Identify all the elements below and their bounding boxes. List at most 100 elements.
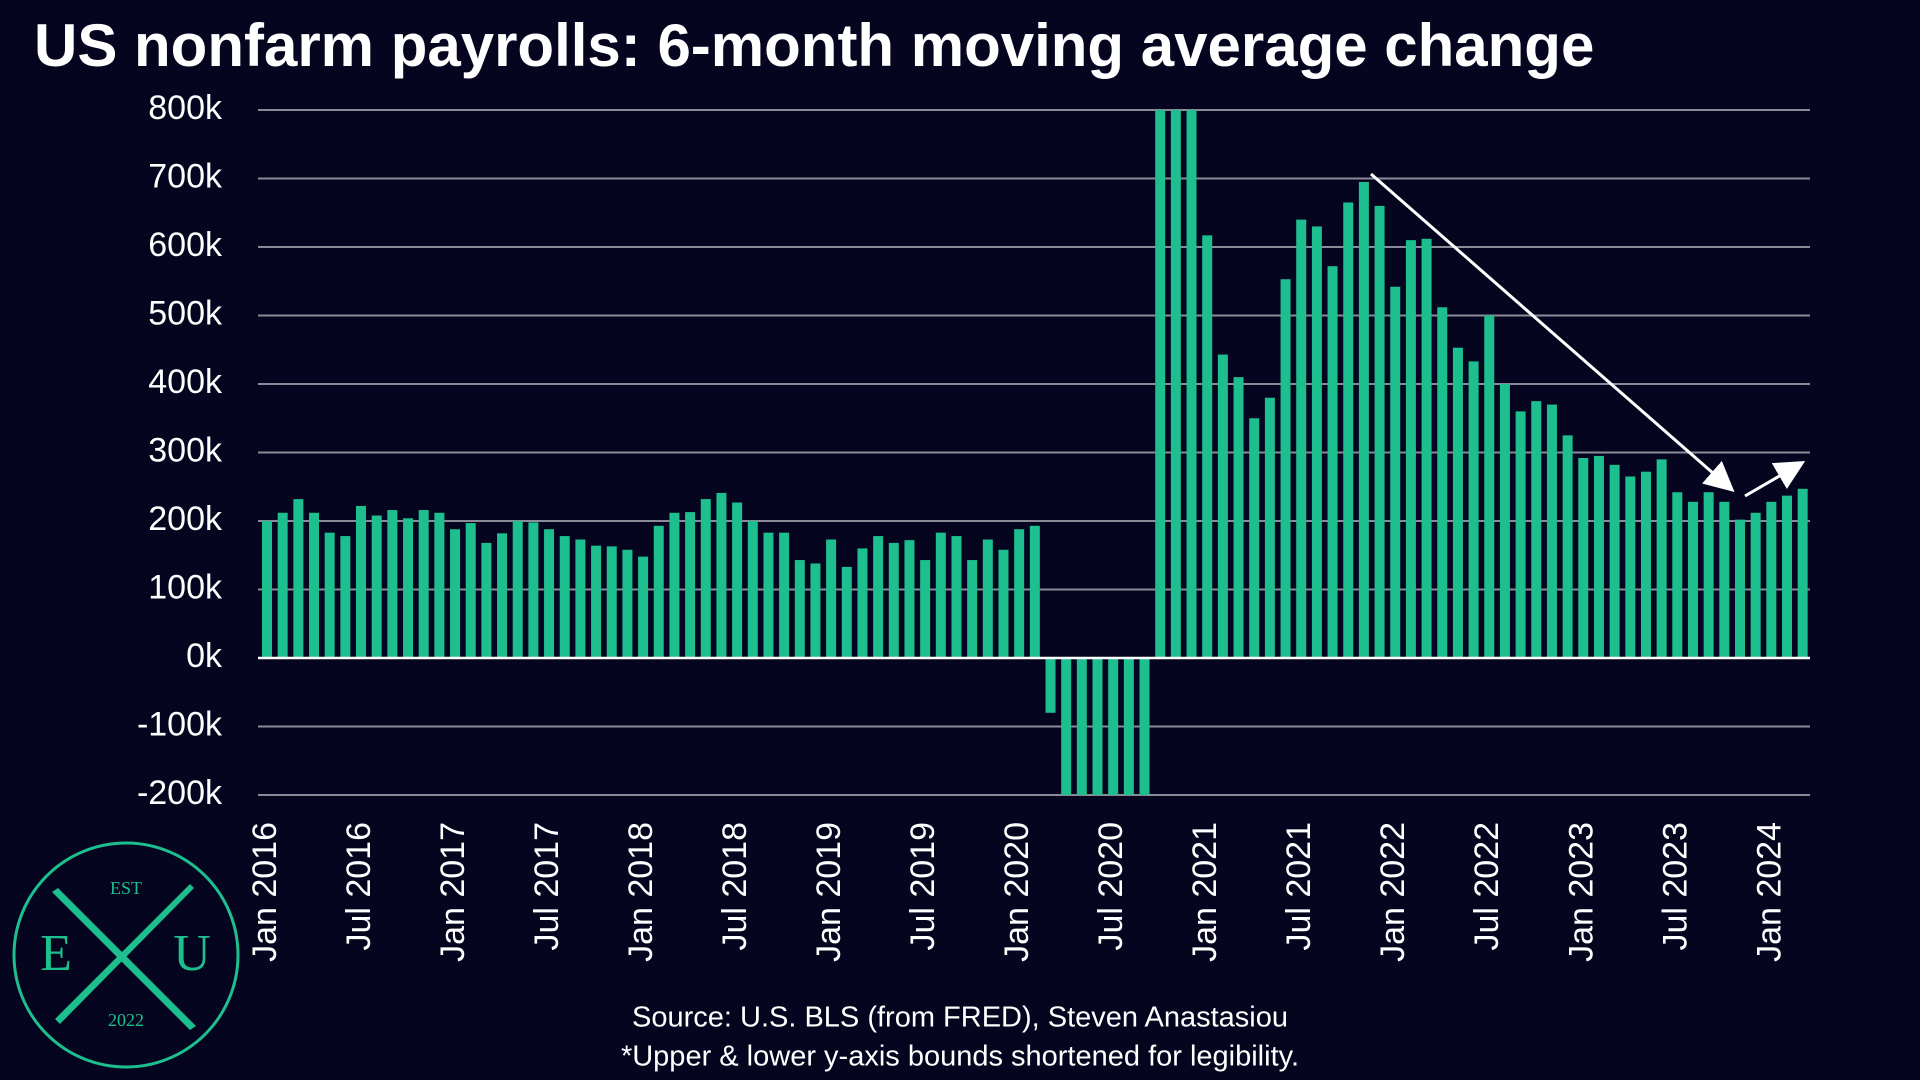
bar (1781, 495, 1792, 658)
bar (841, 566, 852, 658)
y-tick-label: 0k (186, 637, 223, 675)
bar (810, 563, 821, 658)
bar (356, 505, 367, 658)
bar (1531, 401, 1542, 658)
bar (262, 521, 272, 658)
bar (1014, 529, 1025, 658)
bar (1123, 658, 1134, 795)
y-tick-label: 700k (148, 157, 223, 195)
logo-cross (52, 884, 196, 1030)
x-tick-label: Jan 2017 (434, 822, 472, 962)
x-tick-label: Jan 2023 (1562, 822, 1600, 962)
bar (293, 499, 304, 658)
bar (1296, 219, 1307, 658)
bar (1578, 457, 1589, 658)
bar (371, 515, 382, 658)
bar (1437, 307, 1448, 658)
bar (1202, 235, 1213, 659)
bar (1656, 459, 1667, 658)
bar (700, 499, 711, 658)
y-tick-label: 800k (148, 89, 223, 127)
bar (1045, 658, 1056, 713)
plot: -200k -100k 0k 100k 200k 300k 400k 500k 600k 700k… (137, 89, 1810, 962)
x-tick-label: Jul 2020 (1092, 822, 1130, 951)
y-tick-label: 300k (148, 431, 223, 469)
bar (340, 536, 351, 658)
bar (591, 545, 602, 658)
bar (1217, 354, 1228, 658)
bar (1687, 501, 1698, 658)
bar (1061, 658, 1072, 795)
bar (1405, 240, 1416, 658)
bar (1609, 464, 1620, 658)
logo-text: U (173, 925, 211, 982)
source: Source: U.S. BLS (from FRED), Steven Ana… (632, 1002, 1288, 1034)
bar (465, 523, 476, 658)
bar (982, 539, 993, 658)
bar (951, 536, 962, 658)
bar (528, 522, 539, 658)
bar (324, 532, 335, 658)
bar (1233, 377, 1244, 658)
x-tick-label: Jan 2022 (1374, 822, 1412, 962)
bar (1562, 435, 1573, 658)
x-tick-label: Jan 2016 (246, 822, 284, 962)
bar (434, 512, 445, 658)
bar (450, 529, 461, 658)
logo: EST E U 2022 (12, 841, 240, 1069)
y-tick-label: 100k (148, 568, 223, 606)
bar (998, 549, 1009, 658)
bar (1515, 411, 1526, 658)
bar (1108, 658, 1119, 795)
bar (1076, 658, 1087, 795)
bar (559, 536, 570, 658)
logo-ring (12, 841, 240, 1069)
bar (1311, 226, 1322, 658)
bar (967, 560, 978, 658)
bar (1421, 238, 1432, 658)
bar (1734, 519, 1745, 658)
bar (1546, 404, 1557, 658)
bar (1766, 501, 1777, 658)
bar (1593, 455, 1604, 658)
bar (575, 539, 586, 658)
bar (1672, 492, 1683, 658)
bar (1719, 501, 1730, 658)
bar (1327, 266, 1338, 658)
x-tick-label: Jul 2017 (528, 822, 566, 951)
trend-arrow (1370, 172, 1735, 492)
bar (622, 549, 633, 658)
bar (512, 521, 523, 658)
bar (1264, 397, 1275, 658)
x-tick-label: Jul 2023 (1656, 822, 1694, 951)
bar (1797, 488, 1808, 658)
bar (653, 525, 664, 658)
x-tick-label: Jan 2018 (622, 822, 660, 962)
x-tick-label: Jul 2016 (340, 822, 378, 951)
bar (779, 532, 790, 658)
bar (277, 512, 288, 658)
bar (920, 560, 931, 658)
bar (481, 542, 492, 658)
y-tick-label: 500k (148, 294, 223, 332)
trend-arrow (1744, 460, 1806, 498)
bar (935, 532, 946, 658)
bar (1625, 476, 1636, 658)
bar (716, 492, 727, 658)
logo-text: EST (110, 878, 142, 898)
x-tick-label: Jul 2021 (1280, 822, 1318, 951)
bar (1484, 315, 1495, 658)
bar (857, 548, 868, 658)
bar (387, 510, 398, 658)
bar (888, 542, 899, 658)
bar (1343, 202, 1354, 658)
y-tick-label: 400k (148, 363, 223, 401)
bar (1390, 286, 1401, 658)
bar (1155, 110, 1166, 658)
bar (1249, 418, 1260, 658)
bar (1452, 347, 1463, 658)
bar (794, 560, 805, 658)
bar (638, 556, 649, 658)
x-tick-label: Jan 2019 (810, 822, 848, 962)
